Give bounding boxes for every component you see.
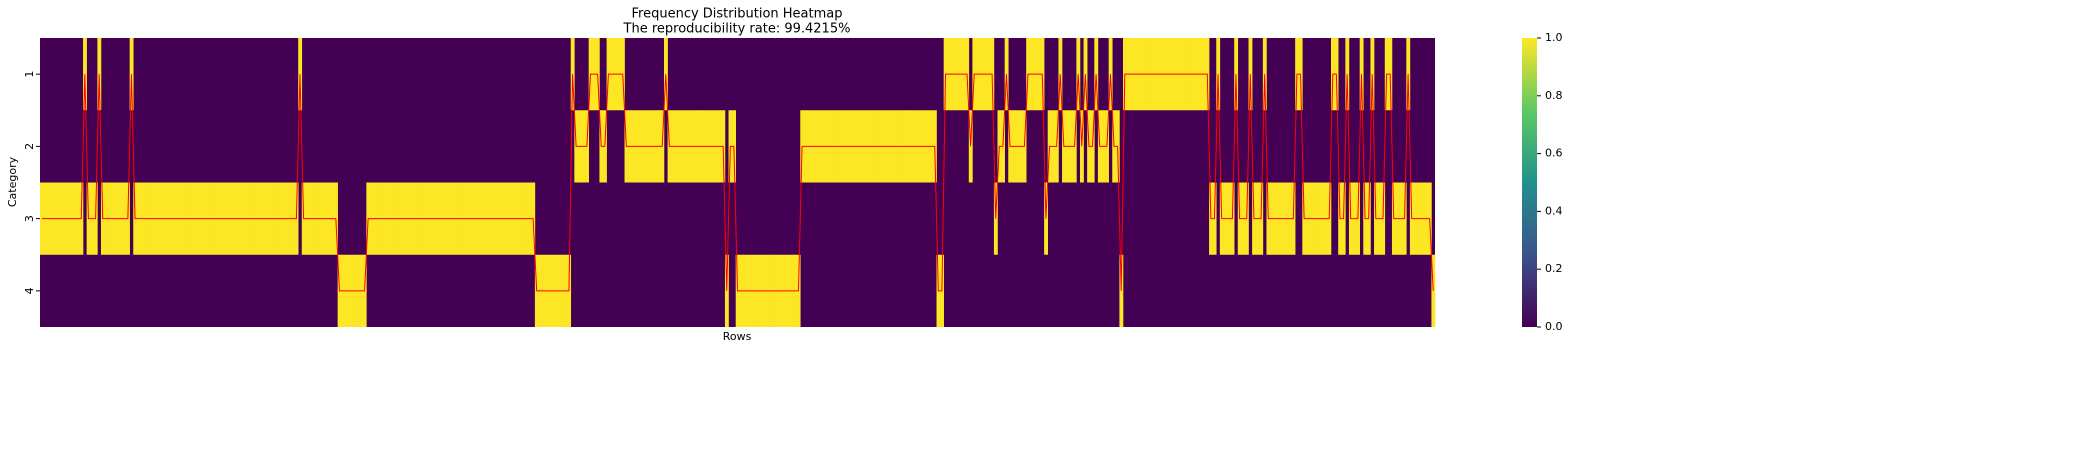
colorbar-tick-label: 0.2 — [1545, 262, 1563, 275]
colorbar-tick-label: 0.6 — [1545, 147, 1563, 160]
chart-subtitle: The reproducibility rate: 99.4215% — [623, 22, 851, 37]
chart-title: Frequency Distribution Heatmap — [632, 7, 843, 22]
y-tick-label: 1 — [23, 71, 36, 78]
colorbar-tick-label: 0.4 — [1545, 204, 1563, 217]
category-line — [41, 73, 1434, 292]
heatmap-cell — [1431, 254, 1436, 327]
colorbar-tick-label: 0.8 — [1545, 89, 1563, 102]
colorbar-tick-label: 0.0 — [1545, 320, 1563, 333]
y-tick-label: 4 — [23, 287, 36, 294]
colorbar-tick-label: 1.0 — [1545, 31, 1563, 44]
x-axis-label: Rows — [723, 330, 752, 343]
y-tick-label: 3 — [23, 215, 36, 222]
y-tick-label: 2 — [23, 143, 36, 150]
colorbar — [1522, 38, 1537, 327]
y-axis-label: Category — [6, 156, 19, 207]
